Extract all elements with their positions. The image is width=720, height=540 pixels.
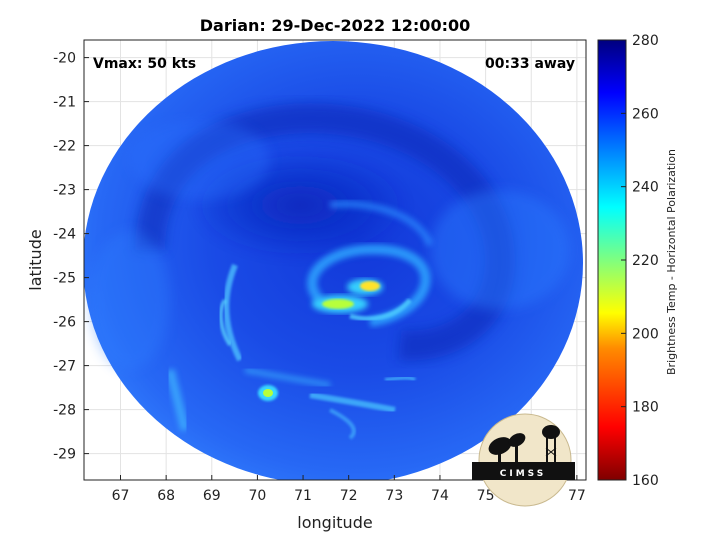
y-tick-label: -27	[53, 359, 76, 375]
colorbar: 160 180 200 220 240 260 280 Brightness Temp - …	[597, 33, 678, 489]
y-tick-label: -24	[53, 227, 76, 243]
x-tick-label: 74	[431, 488, 449, 504]
y-tick-label: -29	[53, 447, 76, 463]
x-axis-label: longitude	[297, 513, 372, 532]
x-tick-label: 72	[340, 488, 358, 504]
y-axis-label: latitude	[26, 229, 45, 290]
x-tick-label: 77	[568, 488, 586, 504]
colorbar-tick-label: 180	[632, 400, 659, 416]
y-axis-ticks: -20 -21 -22 -23 -24 -25 -26 -27 -28 -29	[53, 51, 89, 463]
colorbar-tick-label: 240	[632, 180, 659, 196]
x-tick-label: 71	[294, 488, 312, 504]
brightness-temp-swath	[84, 41, 583, 480]
colorbar-label: Brightness Temp - Horizontal Polarizatio…	[665, 149, 678, 375]
y-tick-label: -23	[53, 183, 76, 199]
y-tick-label: -21	[53, 95, 76, 111]
colorbar-tick-label: 220	[632, 253, 659, 269]
colorbar-tick-label: 260	[632, 106, 659, 122]
vmax-label: Vmax: 50 kts	[93, 56, 196, 72]
chart-title: Darian: 29-Dec-2022 12:00:00	[200, 16, 470, 35]
x-tick-label: 67	[112, 488, 130, 504]
x-tick-label: 70	[249, 488, 267, 504]
colorbar-tick-label: 280	[632, 33, 659, 49]
y-tick-label: -28	[53, 403, 76, 419]
y-tick-label: -26	[53, 315, 76, 331]
cimss-logo: CIMSS	[472, 413, 575, 507]
time-away-label: 00:33 away	[485, 56, 575, 72]
x-tick-label: 69	[203, 488, 221, 504]
axes-frame	[83, 39, 587, 481]
y-tick-label: -22	[53, 139, 76, 155]
x-tick-label: 68	[157, 488, 175, 504]
cimss-logo-text: CIMSS	[500, 469, 546, 479]
y-tick-label: -20	[53, 51, 76, 67]
x-axis-ticks: 6768697071727374757677	[112, 475, 586, 504]
y-tick-label: -25	[53, 271, 76, 287]
x-tick-label: 73	[385, 488, 403, 504]
x-tick-label: 75	[477, 488, 495, 504]
colorbar-tick-label: 160	[632, 473, 659, 489]
colorbar-tick-label: 200	[632, 326, 659, 342]
